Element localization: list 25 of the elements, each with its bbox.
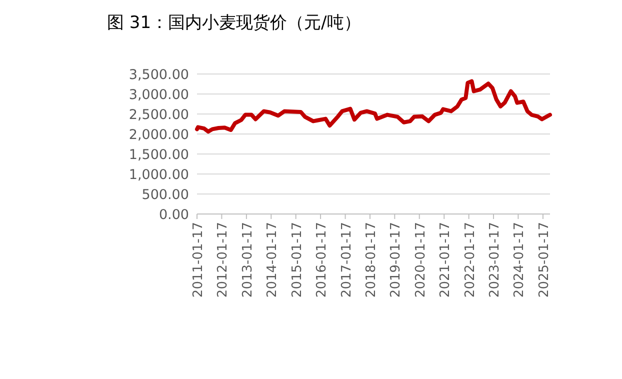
line-series bbox=[195, 79, 552, 134]
x-tick-label: 2012-01-17 bbox=[216, 222, 231, 298]
x-tick-label: 2023-01-17 bbox=[488, 222, 503, 298]
x-tick-label: 2022-01-17 bbox=[462, 222, 478, 298]
x-tick-label: 2020-01-17 bbox=[413, 222, 428, 298]
x-tick-label: 2018-01-17 bbox=[364, 222, 379, 298]
y-tick-label: 1,500.00 bbox=[128, 147, 189, 163]
x-tick-label: 2025-01-17 bbox=[536, 222, 552, 298]
x-tick-label: 2019-01-17 bbox=[388, 222, 404, 298]
x-tick-label: 2024-01-17 bbox=[512, 222, 528, 298]
y-tick-label: 2,500.00 bbox=[128, 107, 189, 123]
x-tick-label: 2015-01-17 bbox=[290, 222, 305, 298]
y-tick-label: 500.00 bbox=[142, 187, 189, 203]
x-tick-label: 2017-01-17 bbox=[339, 222, 354, 298]
y-tick-label: 3,000.00 bbox=[128, 87, 189, 103]
x-tick-label: 2014-01-17 bbox=[265, 222, 280, 298]
y-tick-label: 3,500.00 bbox=[128, 67, 189, 83]
y-tick-label: 2,000.00 bbox=[128, 127, 189, 143]
y-tick-label: 0.00 bbox=[158, 207, 189, 223]
x-tick-label: 2016-01-17 bbox=[314, 222, 330, 298]
x-tick-label: 2013-01-17 bbox=[240, 222, 256, 298]
y-tick-label: 1,000.00 bbox=[128, 167, 189, 183]
x-tick-label: 2011-01-17 bbox=[191, 222, 206, 298]
x-tick-label: 2021-01-17 bbox=[438, 222, 454, 298]
chart-title: 图 31：国内小麦现货价（元/吨） bbox=[107, 13, 361, 33]
